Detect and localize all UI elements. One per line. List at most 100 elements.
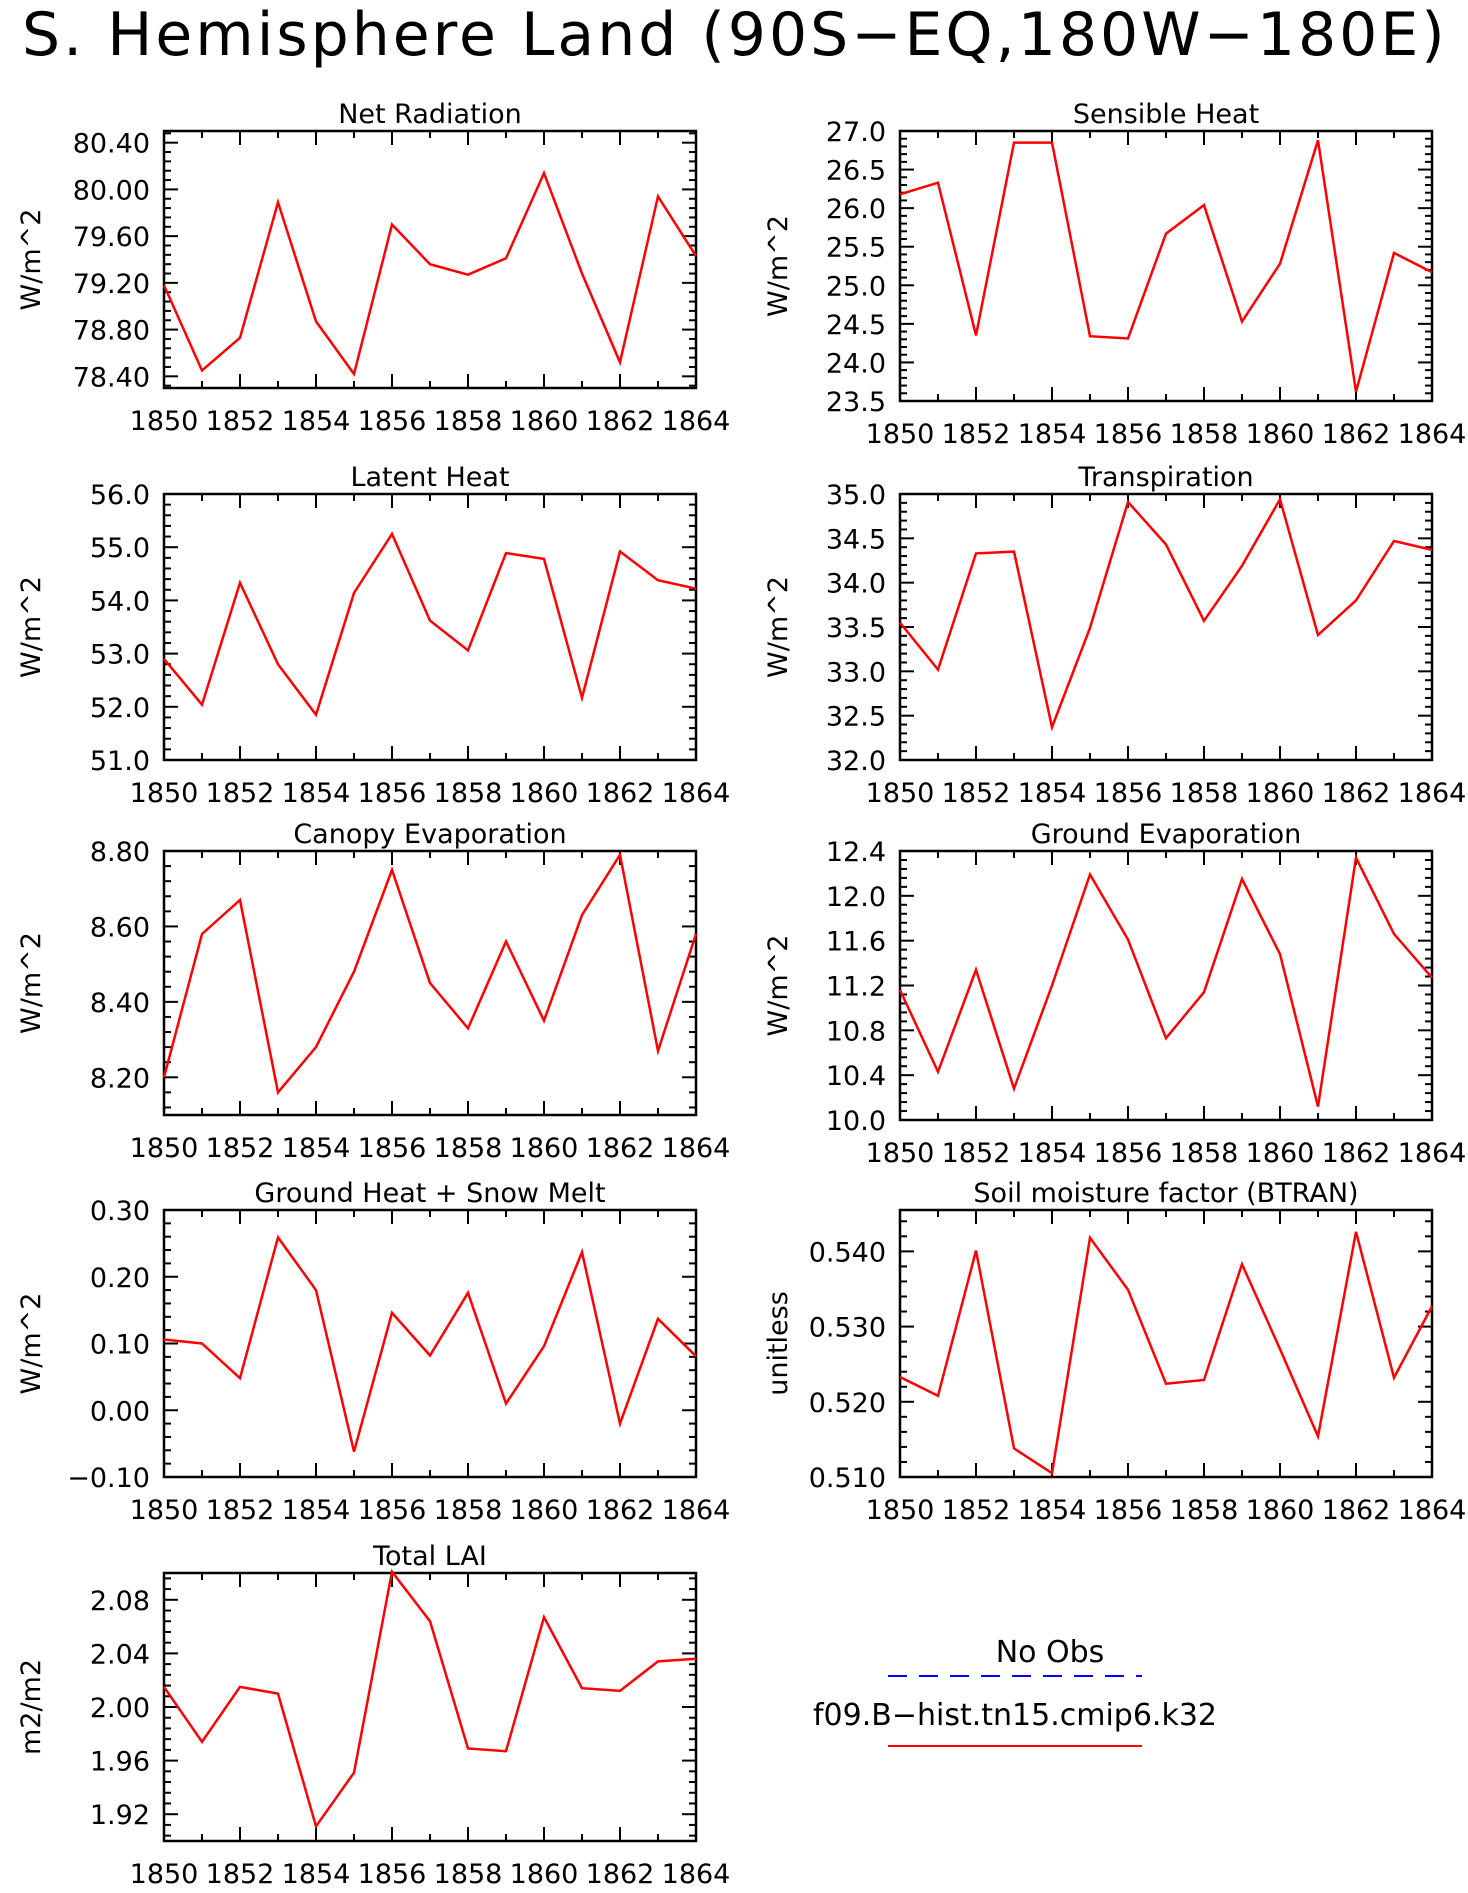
x-tick-label: 1860	[510, 1133, 579, 1164]
x-tick-label: 1852	[206, 1495, 275, 1526]
x-tick-label: 1854	[1018, 1138, 1087, 1169]
y-axis-label: W/m^2	[16, 932, 47, 1034]
x-tick-label: 1862	[586, 1495, 655, 1526]
y-tick-label: 80.00	[73, 175, 150, 206]
y-tick-label: 8.60	[90, 912, 150, 943]
panel-title: Ground Heat + Snow Melt	[254, 1178, 605, 1209]
x-tick-label: 1862	[586, 1859, 655, 1890]
y-tick-label: 0.10	[90, 1330, 150, 1361]
x-tick-label: 1864	[662, 406, 731, 437]
series-line	[899, 139, 1433, 393]
y-axis-label: W/m^2	[16, 576, 47, 678]
plot-frame	[162, 1208, 698, 1479]
y-axis-label: W/m^2	[763, 576, 794, 678]
y-tick-label: 33.0	[826, 657, 886, 688]
x-tick-label: 1858	[434, 1859, 503, 1890]
x-tick-label: 1858	[434, 406, 503, 437]
y-tick-label: 52.0	[90, 693, 150, 724]
y-tick-label: 34.0	[826, 569, 886, 600]
x-tick-label: 1856	[1094, 1138, 1163, 1169]
x-tick-label: 1860	[1246, 1495, 1315, 1526]
x-tick-label: 1856	[358, 778, 427, 809]
y-tick-label: 0.510	[809, 1463, 886, 1494]
panel-title: Soil moisture factor (BTRAN)	[973, 1178, 1358, 1209]
x-tick-label: 1852	[942, 1138, 1011, 1169]
panel-6: 1850 1852 1854 1856 1858 1860 1862 1864 10.0 10.4…	[763, 819, 1466, 1169]
x-tick-label: 1852	[206, 1859, 275, 1890]
x-tick-label: 1852	[206, 406, 275, 437]
x-tick-label: 1862	[1322, 778, 1391, 809]
x-tick-label: 1860	[510, 1495, 579, 1526]
x-tick-label: 1850	[866, 1495, 935, 1526]
y-axis-label: W/m^2	[16, 209, 47, 311]
series-line	[162, 1568, 697, 1830]
x-tick-label: 1858	[434, 1133, 503, 1164]
x-tick-label: 1860	[1246, 419, 1315, 450]
y-tick-label: 51.0	[90, 746, 150, 777]
y-tick-label: 0.00	[90, 1396, 150, 1427]
series-line	[162, 851, 698, 1096]
y-tick-label: 79.60	[73, 222, 150, 253]
x-tick-label: 1850	[866, 1138, 935, 1169]
x-tick-label: 1864	[1398, 419, 1467, 450]
x-tick-label: 1864	[662, 1495, 731, 1526]
x-tick-label: 1858	[1170, 419, 1239, 450]
y-axis-label: unitless	[763, 1291, 794, 1396]
x-tick-label: 1860	[1246, 1138, 1315, 1169]
x-tick-label: 1860	[510, 406, 579, 437]
y-tick-label: 54.0	[90, 586, 150, 617]
series-line	[899, 1231, 1434, 1476]
y-tick-label: 0.20	[90, 1263, 150, 1294]
y-tick-label: 26.0	[826, 194, 886, 225]
plot-frame	[162, 1571, 698, 1843]
y-tick-label: 0.540	[809, 1237, 886, 1268]
plot-frame	[162, 129, 698, 390]
x-tick-label: 1858	[1170, 1495, 1239, 1526]
y-axis-label: m2/m2	[16, 1659, 47, 1755]
x-tick-label: 1854	[1018, 419, 1087, 450]
x-tick-label: 1852	[206, 1133, 275, 1164]
y-tick-label: 10.4	[826, 1061, 886, 1092]
panel-title: Net Radiation	[338, 99, 522, 130]
y-tick-label: 55.0	[90, 533, 150, 564]
y-tick-label: 11.6	[826, 927, 886, 958]
x-tick-label: 1862	[1322, 419, 1391, 450]
x-tick-label: 1850	[130, 1859, 199, 1890]
y-tick-label: 25.5	[826, 233, 886, 264]
x-tick-label: 1854	[282, 1495, 351, 1526]
y-tick-label: 56.0	[90, 480, 150, 511]
series-line	[898, 853, 1433, 1107]
y-tick-label: 2.08	[90, 1586, 150, 1617]
x-tick-label: 1856	[1094, 419, 1163, 450]
y-tick-label: 1.92	[90, 1800, 150, 1831]
x-tick-label: 1864	[1398, 778, 1467, 809]
x-tick-label: 1850	[130, 406, 199, 437]
y-axis-label: W/m^2	[763, 215, 794, 317]
y-tick-label: 78.40	[73, 362, 150, 393]
x-tick-label: 1860	[1246, 778, 1315, 809]
panel-9: 1850 1852 1854 1856 1858 1860 1862 1864 1.92 1.96…	[16, 1541, 730, 1890]
x-tick-label: 1864	[1398, 1495, 1467, 1526]
x-tick-label: 1860	[510, 778, 579, 809]
x-tick-label: 1864	[662, 778, 731, 809]
figure-title: S. Hemisphere Land (90S−EQ,180W−180E)	[22, 0, 1448, 70]
panel-title: Sensible Heat	[1073, 99, 1259, 130]
y-tick-label: 8.80	[90, 837, 150, 868]
panel-1: 1850 1852 1854 1856 1858 1860 1862 1864 78.40 78.…	[16, 99, 730, 437]
series-line	[163, 531, 697, 718]
panel-title: Total LAI	[372, 1541, 487, 1572]
y-axis-label: W/m^2	[16, 1293, 47, 1395]
legend: No Obs f09.B−hist.tn15.cmip6.k32	[813, 1635, 1217, 1747]
series-line	[163, 1234, 697, 1452]
x-tick-label: 1854	[282, 1133, 351, 1164]
panel-2: 1850 1852 1854 1856 1858 1860 1862 1864 23.5 24.0…	[763, 99, 1466, 450]
x-tick-label: 1862	[1322, 1495, 1391, 1526]
y-tick-label: 1.96	[90, 1747, 150, 1778]
x-tick-label: 1856	[358, 1133, 427, 1164]
panel-4: 1850 1852 1854 1856 1858 1860 1862 1864 32.0 32.5…	[763, 462, 1466, 809]
x-tick-label: 1858	[1170, 778, 1239, 809]
y-tick-label: 80.40	[73, 129, 150, 160]
x-tick-label: 1856	[358, 1859, 427, 1890]
y-tick-label: 24.0	[826, 348, 886, 379]
